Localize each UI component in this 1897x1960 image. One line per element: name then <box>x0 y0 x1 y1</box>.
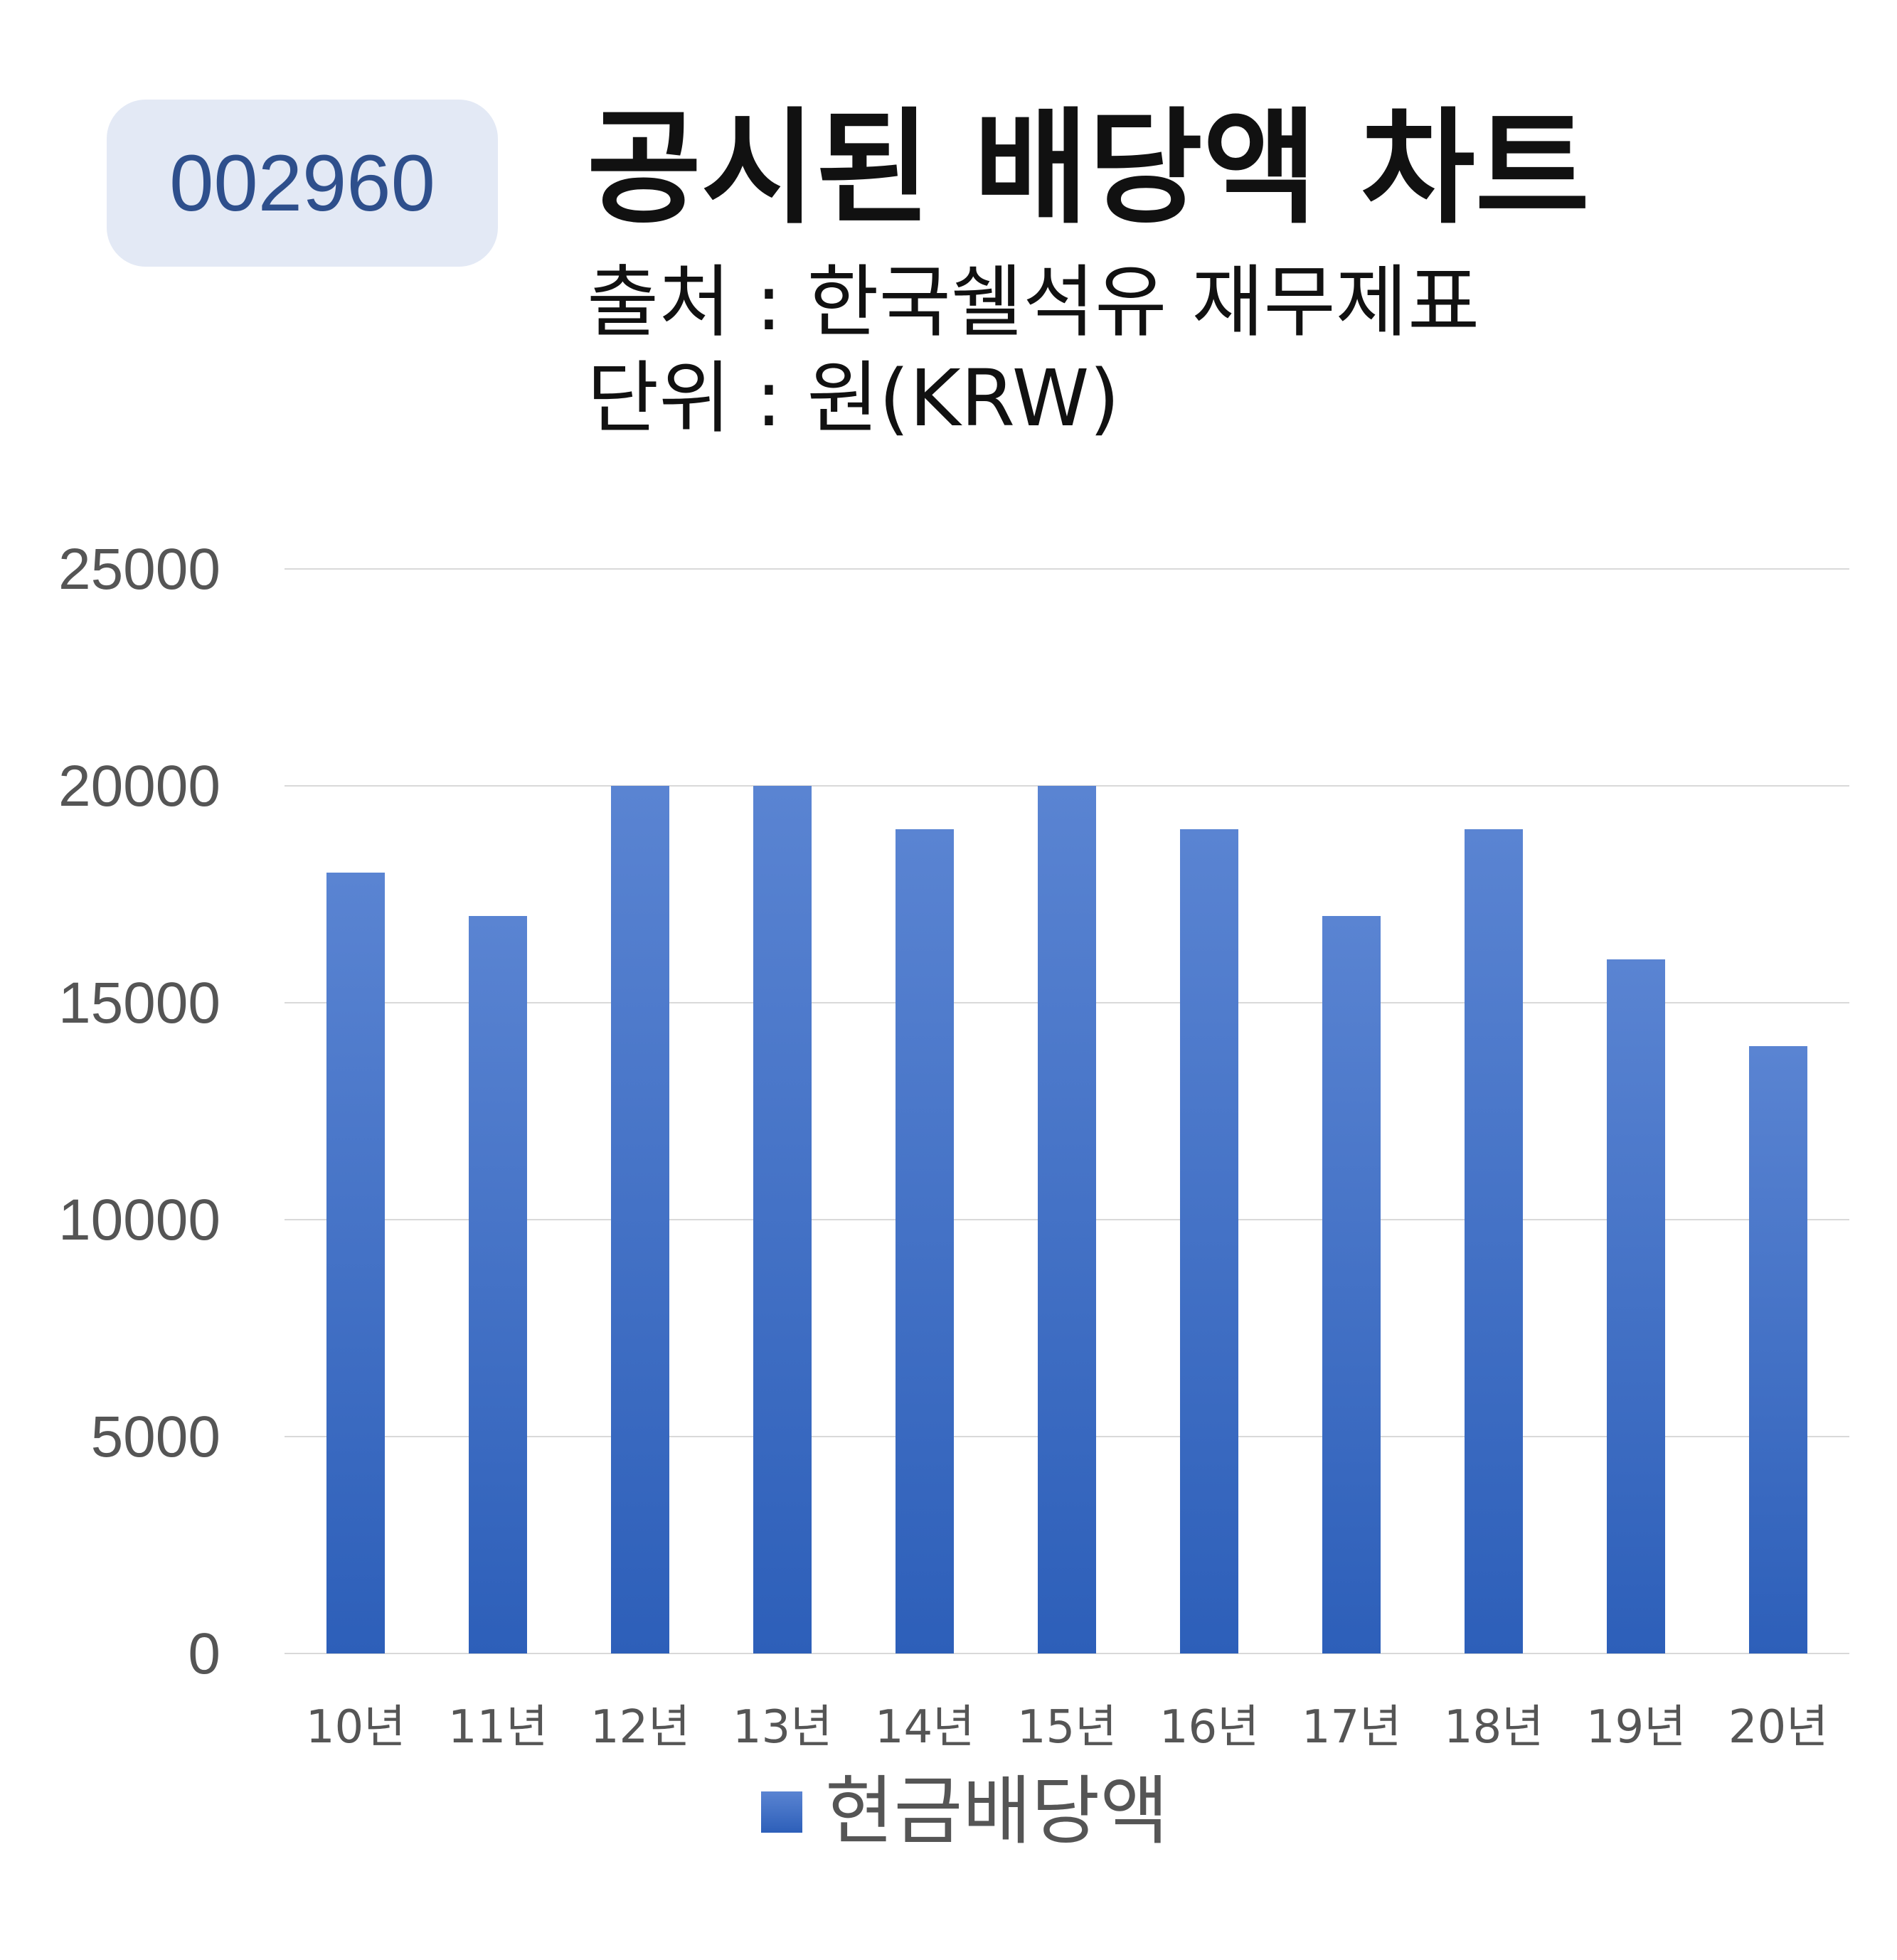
x-tick-label: 16년 <box>1159 1701 1259 1754</box>
x-tick-label: 12년 <box>590 1701 690 1754</box>
legend: 현금배당액 <box>761 1774 1169 1849</box>
x-tick-label: 13년 <box>733 1701 832 1754</box>
bars <box>326 786 1807 1653</box>
x-tick-label: 19년 <box>1586 1701 1686 1754</box>
legend-label: 현금배당액 <box>825 1768 1169 1855</box>
stock-code: 002960 <box>169 139 435 228</box>
x-tick-label: 10년 <box>306 1701 405 1754</box>
bar <box>753 786 812 1653</box>
bar <box>896 829 954 1653</box>
bar <box>1322 916 1381 1653</box>
x-tick-label: 14년 <box>875 1701 974 1754</box>
chart-title: 공시된 배당액 차트 <box>587 97 1590 241</box>
y-axis-ticks: 0 5000 10000 15000 20000 25000 <box>58 537 220 1686</box>
legend-swatch <box>761 1791 802 1833</box>
x-axis-ticks: 10년 11년 12년 13년 14년 15년 16년 17년 18년 19년 20년 <box>306 1701 1828 1754</box>
y-tick-label: 0 <box>188 1621 220 1686</box>
bar <box>1038 786 1096 1653</box>
unit-text: 단위 : 원(KRW) <box>587 353 1120 444</box>
y-tick-label: 10000 <box>58 1188 220 1252</box>
x-tick-label: 20년 <box>1728 1701 1828 1754</box>
bar <box>326 873 385 1653</box>
bar <box>611 786 669 1653</box>
x-tick-label: 11년 <box>448 1701 548 1754</box>
x-tick-label: 18년 <box>1444 1701 1543 1754</box>
x-tick-label: 15년 <box>1017 1701 1117 1754</box>
bar <box>1607 959 1665 1653</box>
stock-code-badge: 002960 <box>107 100 498 267</box>
bar <box>1180 829 1238 1653</box>
source-text: 출처 : 한국쉘석유 재무제표 <box>587 257 1480 348</box>
y-tick-label: 15000 <box>58 971 220 1035</box>
y-tick-label: 5000 <box>91 1405 220 1469</box>
y-tick-label: 25000 <box>58 537 220 602</box>
bar <box>1749 1046 1807 1653</box>
x-tick-label: 17년 <box>1302 1701 1401 1754</box>
bar <box>1465 829 1523 1653</box>
bar <box>469 916 527 1653</box>
y-tick-label: 20000 <box>58 754 220 819</box>
